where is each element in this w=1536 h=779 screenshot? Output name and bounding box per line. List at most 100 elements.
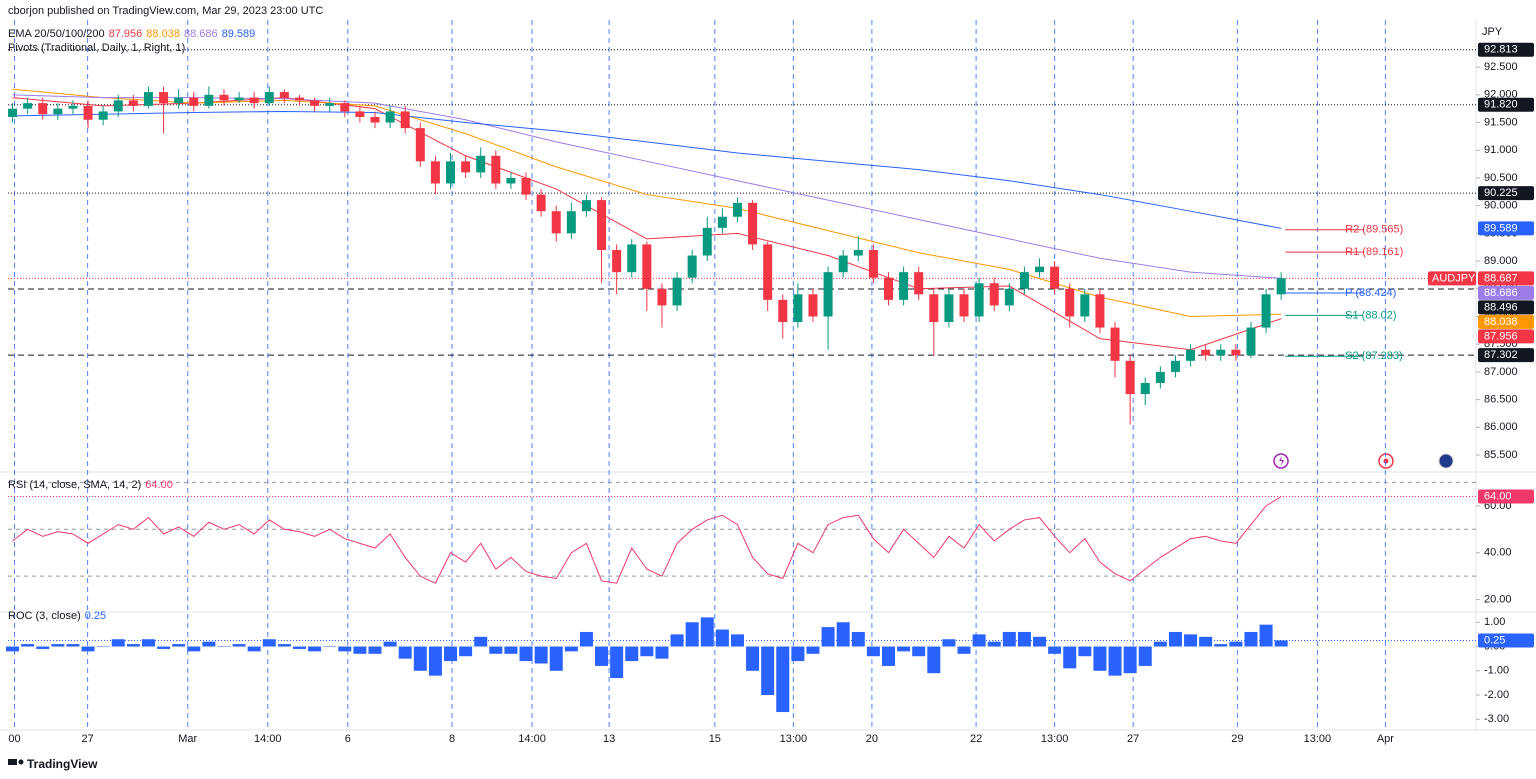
roc-bar [1274, 640, 1288, 647]
roc-bar [821, 627, 835, 647]
candle-body [914, 272, 924, 295]
candle-body [385, 111, 395, 123]
price-badge: 87.956 [1484, 330, 1518, 342]
candle-body [883, 277, 893, 300]
price-badge: 87.302 [1484, 349, 1518, 361]
ema-legend: EMA 20/50/100/200 87.956 88.038 88.686 89.58… [8, 28, 263, 40]
roc-bar [308, 646, 322, 652]
y-tick-label: 40.00 [1484, 547, 1512, 559]
candle-body [340, 103, 350, 112]
roc-bar [21, 644, 35, 647]
price-badge-bg [1478, 314, 1534, 329]
price-badge: 88.686 [1484, 287, 1518, 299]
brand-logo [8, 759, 24, 765]
roc-bar [791, 646, 805, 662]
roc-bar [36, 646, 50, 649]
price-badge-bg [1478, 285, 1534, 300]
candle-body [748, 202, 758, 245]
candle-body [1080, 294, 1090, 317]
roc-bar [141, 639, 155, 647]
candle-body [687, 255, 697, 278]
candle-body [944, 294, 954, 323]
roc-bar [655, 646, 669, 659]
roc-bar [1259, 624, 1273, 647]
candle-body [702, 227, 712, 256]
price-badge: 90.225 [1484, 187, 1518, 199]
roc-bar [474, 636, 488, 647]
roc-bar [368, 646, 382, 654]
candle-body [899, 272, 909, 300]
x-tick-label: 14:00 [518, 733, 546, 745]
roc-bar [202, 641, 216, 647]
ema-legend-value: 87.956 [108, 28, 143, 40]
candle-body [657, 288, 667, 306]
roc-bar [81, 646, 95, 652]
rsi-legend: RSI (14, close, SMA, 14, 2) 64.00 [8, 479, 177, 491]
candle-body [430, 161, 440, 184]
roc-bar [1199, 636, 1213, 647]
roc-bar [579, 631, 593, 647]
y-tick-label: 85.500 [1484, 449, 1518, 461]
price-badge-bg [1478, 300, 1534, 315]
roc-bar [761, 646, 775, 696]
candle-body [415, 128, 425, 162]
candle-body [128, 100, 138, 106]
roc-bar [1244, 631, 1258, 647]
roc-bar [1017, 631, 1031, 647]
candle-body [23, 103, 33, 109]
roc-bar [685, 622, 699, 647]
roc-bar [746, 646, 760, 671]
rsi-value: 64.00 [145, 479, 173, 491]
pivot-label: R1 (89.161) [1345, 246, 1403, 258]
roc-bar [957, 646, 971, 654]
candle-body [612, 249, 622, 273]
roc-bar [1063, 646, 1077, 669]
roc-bar [715, 629, 729, 647]
candle-body [778, 299, 788, 323]
roc-badge-bg [1478, 633, 1534, 648]
candle-body [1065, 288, 1075, 317]
roc-bar [353, 646, 367, 654]
publish-text: cborjon published on TradingView.com, Ma… [8, 5, 324, 17]
ema-legend-value: 88.686 [183, 28, 218, 40]
event-icon-glyph [1279, 456, 1284, 466]
candle-body [113, 100, 123, 112]
candle-body [506, 177, 516, 184]
candle-body [1246, 327, 1256, 356]
y-tick-label: 86.000 [1484, 421, 1518, 433]
candle-body [1125, 360, 1135, 395]
candle-body [627, 244, 637, 273]
candle-body [38, 103, 48, 115]
roc-bar [126, 644, 140, 647]
roc-bar [1002, 631, 1016, 647]
price-badge: 88.496 [1484, 301, 1518, 313]
pivot-label: P (88.424) [1345, 287, 1396, 299]
candle-body [551, 211, 561, 234]
roc-bar [66, 644, 80, 647]
y-tick-label: -3.00 [1484, 713, 1509, 725]
candle-body [1019, 272, 1029, 289]
roc-bar [972, 634, 986, 647]
candle-body [204, 94, 214, 106]
candle-body [1155, 371, 1165, 383]
candle-body [1216, 349, 1226, 356]
y-tick-label: 90.000 [1484, 200, 1518, 212]
y-tick-label: 91.500 [1484, 116, 1518, 128]
roc-bar [927, 646, 941, 674]
price-badge-bg [1478, 221, 1534, 236]
roc-bar [51, 644, 65, 647]
x-tick-label: 20 [866, 733, 878, 745]
candle-body [53, 108, 63, 115]
roc-bar [277, 644, 291, 647]
event-icon[interactable] [1438, 453, 1454, 469]
pivot-label: S2 (87.283) [1345, 350, 1402, 362]
candle-body [1004, 288, 1014, 306]
logo-shape [18, 759, 24, 765]
price-badge-tag: AUDJPY [1432, 272, 1476, 284]
roc-bar [912, 646, 926, 657]
candle-body [264, 92, 274, 104]
roc-badge: 0.25 [1484, 634, 1505, 646]
roc-bar [836, 622, 850, 647]
y-tick-label: 92.500 [1484, 61, 1518, 73]
